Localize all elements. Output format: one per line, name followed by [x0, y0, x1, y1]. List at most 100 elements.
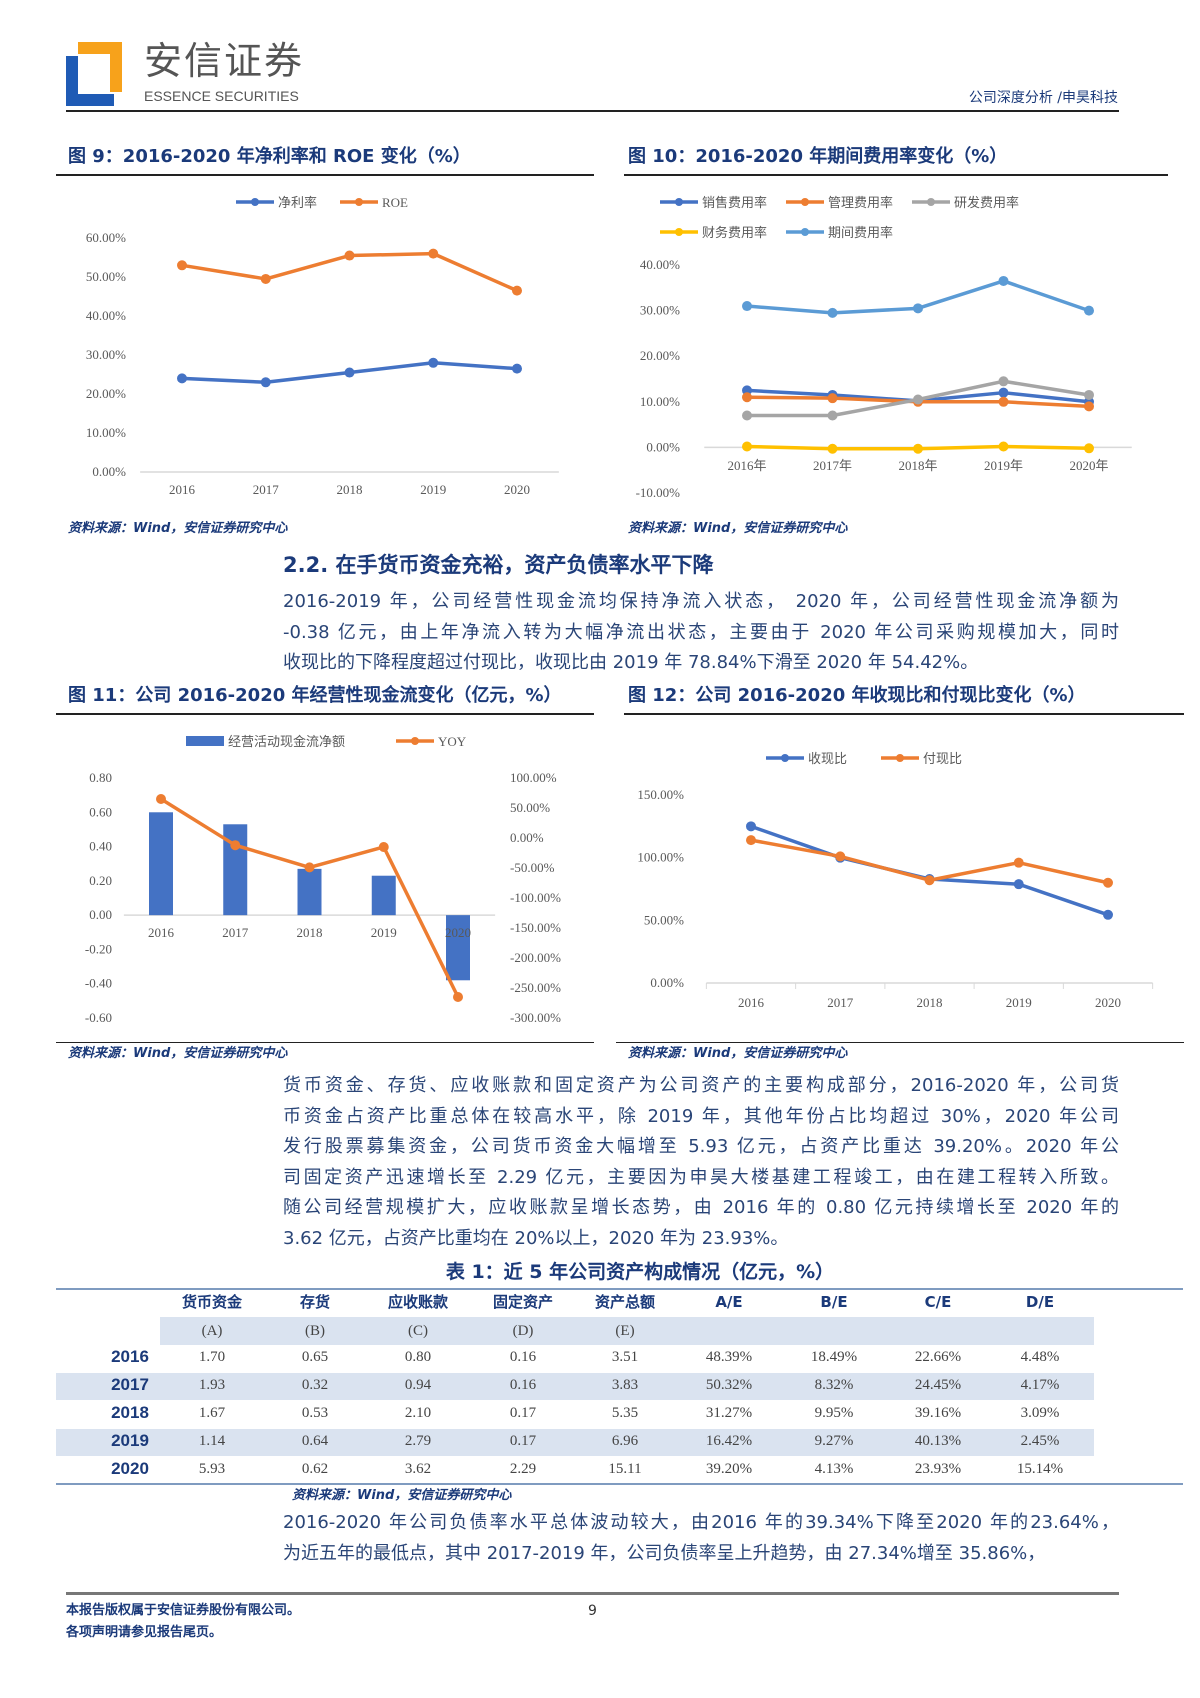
- table-row-year: 2017: [111, 1375, 149, 1394]
- table-header: 资产总额: [594, 1293, 656, 1311]
- y-tick-label: -10.00%: [636, 485, 681, 500]
- footer-copyright: 本报告版权属于安信证券股份有限公司。: [66, 1603, 301, 1618]
- paragraph-cashflow: 2016-2019 年，公司经营性现金流均保持净流入状态， 2020 年，公司经…: [283, 587, 1119, 679]
- y2-tick-label: -150.00%: [510, 920, 561, 935]
- x-tick-label: 2018: [337, 482, 363, 497]
- y-tick-label: 0.00: [89, 907, 112, 922]
- table-cell: 2.10: [404, 1405, 432, 1421]
- paragraph-line: 司固定资产迅速增长至 2.29 亿元，主要因为申昊大楼基建工程竣工，由在建工程转…: [283, 1166, 1119, 1188]
- footer-disclaimer: 各项声明请参见报告尾页。: [66, 1625, 223, 1640]
- y2-tick-label: -100.00%: [510, 890, 561, 905]
- y2-tick-label: 0.00%: [510, 830, 544, 845]
- data-point: [230, 840, 241, 851]
- data-point: [344, 367, 355, 378]
- y-tick-label: 30.00%: [640, 303, 680, 318]
- legend-label: 净利率: [278, 195, 317, 210]
- table-row-year: 2016: [111, 1347, 149, 1366]
- x-tick-label: 2018年: [898, 458, 937, 473]
- table-row-year: 2019: [111, 1431, 149, 1450]
- table-cell: 2.45%: [1020, 1433, 1060, 1449]
- table-source: 资料来源：Wind，安信证券研究中心: [292, 1488, 512, 1503]
- table-cell: 0.62: [301, 1461, 329, 1477]
- legend-marker: [801, 198, 809, 206]
- table-cell: 4.13%: [814, 1461, 854, 1477]
- report-type: 公司深度分析 /申昊科技: [968, 90, 1118, 106]
- data-point: [742, 385, 752, 396]
- data-point: [835, 851, 846, 862]
- table-cell: 8.32%: [814, 1377, 854, 1393]
- table-row-year: 2020: [111, 1459, 149, 1478]
- table-subheader: (D): [512, 1323, 534, 1339]
- table-cell: 1.70: [198, 1349, 226, 1365]
- y-tick-label: 40.00%: [86, 308, 126, 323]
- x-tick-label: 2017: [222, 925, 249, 940]
- fig11-source: 资料来源：Wind，安信证券研究中心: [68, 1046, 288, 1061]
- data-point: [998, 275, 1009, 286]
- data-point: [1103, 909, 1113, 920]
- table-cell: 24.45%: [914, 1377, 962, 1393]
- section-heading: 2.2. 在手货币资金充裕，资产负债率水平下降: [283, 553, 714, 577]
- data-point: [512, 285, 522, 296]
- fig12-bottom-divider: [616, 1042, 1184, 1043]
- data-point: [1013, 879, 1024, 890]
- fig9-divider: [56, 174, 594, 176]
- paragraph-line: 3.62 亿元，占资产比重均在 20%以上，2020 年为 23.93%。: [283, 1227, 789, 1249]
- table-row-band: [56, 1373, 1094, 1400]
- table-cell: 4.17%: [1020, 1377, 1060, 1393]
- data-point: [453, 992, 463, 1002]
- y-tick-label: 10.00%: [86, 425, 126, 440]
- x-tick-label: 2017: [827, 995, 854, 1010]
- table-cell: 1.67: [198, 1405, 226, 1421]
- table-cell: 2.29: [509, 1461, 537, 1477]
- paragraph-line: 为近五年的最低点，其中 2017-2019 年，公司负债率呈上升趋势，由 27.…: [283, 1542, 1046, 1564]
- table-cell: 1.93: [198, 1377, 226, 1393]
- data-point: [913, 303, 923, 314]
- table-cell: 5.93: [198, 1461, 226, 1477]
- table-header: B/E: [820, 1293, 848, 1311]
- table-cell: 0.17: [509, 1405, 537, 1421]
- paragraph-line: 收现比的下降程度超过付现比，收现比由 2019 年 78.84%下滑至 2020…: [283, 652, 979, 674]
- table-cell: 50.32%: [705, 1377, 753, 1393]
- table-cell: 3.51: [611, 1349, 639, 1365]
- fig12-title: 图 12：公司 2016-2020 年收现比和付现比变化（%）: [628, 685, 1086, 706]
- x-tick-label: 2019: [371, 925, 397, 940]
- y2-tick-label: 100.00%: [510, 770, 557, 785]
- data-point: [304, 862, 315, 873]
- table-subheader: (E): [615, 1323, 635, 1339]
- x-tick-label: 2016年: [727, 458, 766, 473]
- y-tick-label: 20.00%: [640, 348, 680, 363]
- y2-tick-label: 50.00%: [510, 800, 550, 815]
- paragraph-line: 币资金占资产比重总体在较高水平，除 2019 年，其他年份占比均超过 30%，2…: [283, 1105, 1119, 1127]
- x-tick-label: 2017: [253, 482, 280, 497]
- table-bottom-border: [56, 1483, 1183, 1485]
- y-tick-label: 0.60: [89, 804, 112, 819]
- table-subheader-band: [160, 1317, 1094, 1345]
- fig12-divider: [624, 713, 1184, 715]
- y-tick-label: -0.60: [85, 1010, 112, 1025]
- y-tick-label: 20.00%: [86, 386, 126, 401]
- data-point: [260, 273, 271, 284]
- table-cell: 5.35: [611, 1405, 639, 1421]
- x-tick-label: 2017年: [813, 458, 852, 473]
- legend-marker: [411, 737, 419, 745]
- y-tick-label: 10.00%: [640, 394, 680, 409]
- data-point: [998, 441, 1009, 452]
- data-point: [177, 260, 187, 271]
- y2-tick-label: -50.00%: [510, 860, 555, 875]
- legend-label: 销售费用率: [702, 195, 767, 210]
- fig9-chart: 0.00% 10.00% 20.00% 30.00% 40.00% 50.00% 60.00…: [86, 195, 559, 497]
- data-point: [998, 387, 1009, 398]
- table-cell: 0.16: [509, 1349, 537, 1365]
- y-tick-label: 0.20: [89, 873, 112, 888]
- paragraph-line: 货币资金、存货、应收账款和固定资产为公司资产的主要构成部分，2016-2020 …: [283, 1075, 1119, 1096]
- fig9-source: 资料来源：Wind，安信证券研究中心: [68, 521, 288, 536]
- legend-label: 管理费用率: [828, 195, 893, 210]
- table-top-border: [56, 1288, 1183, 1290]
- legend-label: 研发费用率: [954, 195, 1019, 210]
- table-cell: 48.39%: [705, 1349, 753, 1365]
- table-cell: 0.32: [301, 1377, 329, 1393]
- data-point: [177, 373, 187, 384]
- data-point: [913, 394, 923, 405]
- table-cell: 0.17: [509, 1433, 537, 1449]
- legend-marker: [896, 754, 904, 762]
